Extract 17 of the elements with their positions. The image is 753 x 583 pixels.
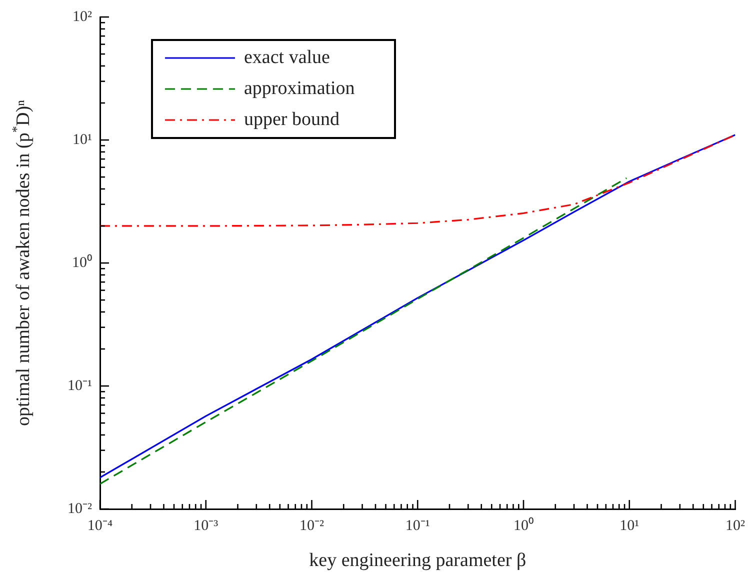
y-axis-title: optimal number of awaken nodes in (p*D)ⁿ (8, 100, 34, 426)
x-tick-label: 10⁰ (514, 516, 534, 534)
y-tick-label: 10⁻¹ (68, 378, 92, 394)
x-tick-label: 10⁻² (300, 518, 324, 534)
y-tick-label: 10² (72, 8, 92, 25)
x-tick-label: 10² (726, 518, 746, 534)
y-tick-label: 10⁰ (72, 254, 92, 271)
legend-label: exact value (244, 46, 330, 68)
x-tick-label: 10¹ (620, 518, 640, 534)
x-axis-title: key engineering parameter β (309, 550, 526, 571)
x-tick-label: 10⁻¹ (405, 518, 430, 534)
legend-label: upper bound (244, 108, 340, 130)
x-tick-label: 10⁻³ (194, 518, 219, 534)
legend-label: approximation (244, 78, 356, 99)
x-tick-label: 10⁻⁴ (87, 518, 113, 534)
y-tick-label: 10¹ (72, 132, 92, 148)
y-tick-label: 10⁻² (68, 500, 92, 517)
